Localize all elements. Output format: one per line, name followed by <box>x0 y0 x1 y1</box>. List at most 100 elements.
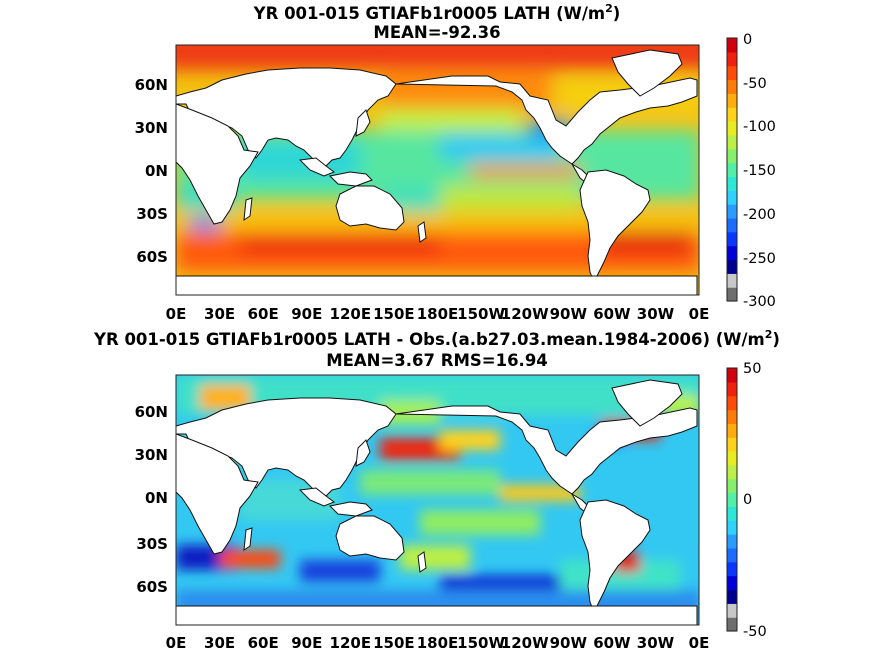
panel-2-ytick: 30S <box>136 535 168 553</box>
panel-1-map-field <box>176 45 699 295</box>
panel-1-colorbar-ticks: 0 -50 -100 -150 -200 -250 -300 <box>743 32 776 310</box>
panel-2-colorbar-band <box>727 547 737 563</box>
panel-2-ytick: 60N <box>135 403 168 421</box>
panel-2-colorbar-band <box>727 589 737 604</box>
panel-1-colorbar-band <box>727 38 737 53</box>
panel-2-cb-tick: -50 <box>743 624 767 640</box>
panel-2-colorbar-band <box>727 617 737 632</box>
panel-2-xtick: 120E <box>330 634 372 652</box>
panel-2-map-field <box>176 375 699 625</box>
panel-2-colorbar-band <box>727 520 737 535</box>
panel-2-colorbar-band <box>727 464 737 480</box>
panel-1-cb-tick: -200 <box>743 207 776 223</box>
panel-1-cb-tick: -250 <box>743 251 776 267</box>
panel-2-colorbar-band <box>727 381 737 397</box>
panel-1-xtick: 90E <box>291 305 322 323</box>
panel-2-xtick: 60E <box>248 634 279 652</box>
panel-1-colorbar-band <box>727 259 737 274</box>
panel-2-colorbar-band <box>727 437 737 452</box>
panel-2-map-frame <box>175 374 700 626</box>
panel-2-x-axis: 0E 30E 60E 90E 120E 150E 180E 150W 120W … <box>166 634 710 652</box>
panel-1-colorbar-band <box>727 51 737 67</box>
panel-1-xtick: 0E <box>689 305 710 323</box>
panel-1-y-axis: 60N 30N 0N 30S 60S <box>135 76 168 266</box>
panel-2-colorbar-band <box>727 478 737 494</box>
panel-1-xtick: 0E <box>166 305 187 323</box>
panel-1-colorbar-band <box>727 245 737 261</box>
panel-1-xtick: 30W <box>637 305 675 323</box>
panel-1-colorbar-band <box>727 217 737 233</box>
panel-1-xtick: 120W <box>501 305 549 323</box>
panel-1-colorbar-band <box>727 231 737 247</box>
panel-2-xtick: 180E <box>417 634 459 652</box>
panel-1-colorbar-band <box>727 204 737 219</box>
panel-2-ytick: 60S <box>136 578 168 596</box>
panel-2-colorbar-ticks: 50 0 -50 <box>743 361 767 640</box>
panel-1-colorbar-band <box>727 121 737 136</box>
panel-1-xtick: 180E <box>417 305 459 323</box>
panel-1-colorbar-band <box>727 162 737 178</box>
panel-1-colorbar: 0 -50 -100 -150 -200 -250 -300 <box>726 32 776 310</box>
panel-1-colorbar-band <box>727 107 737 122</box>
panel-1-cb-tick: -50 <box>743 76 767 92</box>
panel-1-x-axis: 0E 30E 60E 90E 120E 150E 180E 150W 120W … <box>166 305 710 323</box>
panel-1-xtick: 150W <box>457 305 505 323</box>
panel-1-map-frame <box>175 44 700 296</box>
panel-2-cb-tick: 0 <box>743 492 752 508</box>
panel-2-xtick: 30E <box>204 634 235 652</box>
panel-1-colorbar-band <box>727 93 737 108</box>
panel-1-ytick: 0N <box>145 162 168 180</box>
panel-2-xtick: 90E <box>291 634 322 652</box>
panel-2-y-axis: 60N 30N 0N 30S 60S <box>135 403 168 596</box>
panel-1: YR 001-015 GTIAFb1r0005 LATH (W/m2) MEAN… <box>135 2 776 323</box>
panel-1-colorbar-band <box>727 65 737 81</box>
panel-1-xtick: 60W <box>593 305 631 323</box>
panel-1-colorbar-band <box>727 176 737 191</box>
panel-1-xtick: 120E <box>330 305 372 323</box>
panel-2-colorbar-band <box>727 409 737 424</box>
panel-1-cb-tick: -100 <box>743 119 776 135</box>
panel-2: YR 001-015 GTIAFb1r0005 LATH - Obs.(a.b2… <box>93 328 780 652</box>
panel-2-subtitle: MEAN=3.67 RMS=16.94 <box>326 351 548 370</box>
panel-1-ytick: 30N <box>135 119 168 137</box>
panel-1-ytick: 60S <box>136 248 168 266</box>
panel-1-xtick: 150E <box>373 305 415 323</box>
panel-1-colorbar-band <box>727 134 737 150</box>
panel-2-xtick: 30W <box>637 634 675 652</box>
panel-2-colorbar-band <box>727 451 737 466</box>
panel-1-colorbar-band <box>727 273 737 288</box>
panel-1-xtick: 60E <box>248 305 279 323</box>
panel-2-cb-tick: 50 <box>743 361 761 377</box>
panel-2-xtick: 150W <box>457 634 505 652</box>
panel-2-colorbar-band <box>727 492 737 508</box>
panel-1-cb-tick: -300 <box>743 294 776 310</box>
panel-2-ytick: 30N <box>135 446 168 464</box>
panel-2-xtick: 120W <box>501 634 549 652</box>
panel-2-colorbar: 50 0 -50 <box>726 361 767 640</box>
panel-1-xtick: 30E <box>204 305 235 323</box>
panel-2-xtick: 0E <box>166 634 187 652</box>
panel-1-colorbar-band <box>727 148 737 164</box>
panel-2-ytick: 0N <box>145 489 168 507</box>
panel-2-xtick: 150E <box>373 634 415 652</box>
panel-1-cb-tick: 0 <box>743 32 752 48</box>
panel-2-colorbar-band <box>727 506 737 521</box>
panel-1-cb-tick: -150 <box>743 163 776 179</box>
panel-2-colorbar-band <box>727 423 737 438</box>
panel-1-colorbar-band <box>727 287 737 302</box>
panel-2-colorbar-band <box>727 575 737 591</box>
panel-1-ytick: 60N <box>135 76 168 94</box>
panel-1-ytick: 30S <box>136 205 168 223</box>
panel-2-colorbar-band <box>727 534 737 549</box>
panel-2-xtick: 90W <box>550 634 588 652</box>
panel-1-xtick: 90W <box>550 305 588 323</box>
panel-1-colorbar-band <box>727 190 737 205</box>
panel-2-colorbar-band <box>727 395 737 411</box>
panel-2-colorbar-band <box>727 368 737 383</box>
panel-2-title: YR 001-015 GTIAFb1r0005 LATH - Obs.(a.b2… <box>93 328 780 349</box>
panel-2-xtick: 0E <box>689 634 710 652</box>
panel-1-colorbar-band <box>727 79 737 94</box>
panel-1-title: YR 001-015 GTIAFb1r0005 LATH (W/m2) <box>253 2 621 23</box>
panel-2-colorbar-band <box>727 603 737 618</box>
